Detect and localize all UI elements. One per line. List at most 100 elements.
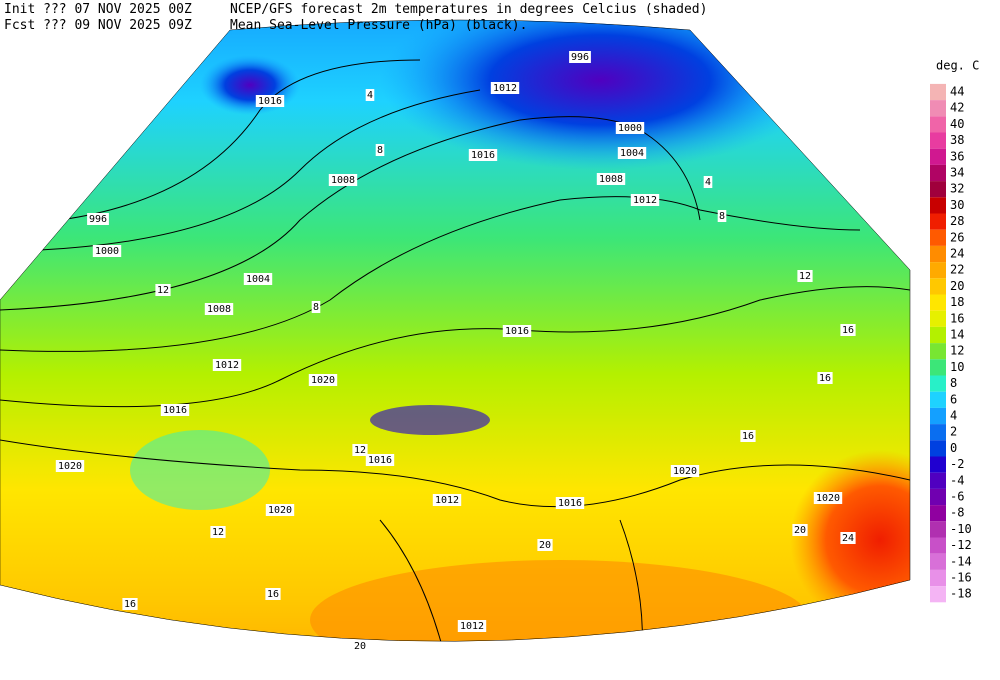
isobar-label-box — [432, 494, 462, 506]
legend-label: 28 — [950, 214, 964, 228]
temperature-label: 12 — [212, 527, 224, 538]
legend-label: 38 — [950, 133, 964, 147]
isobar-label-box — [55, 460, 85, 472]
legend-swatch — [930, 488, 946, 506]
temperature-label: 16 — [742, 431, 754, 442]
legend-swatch — [930, 456, 946, 473]
legend-swatch — [930, 262, 946, 279]
isobar-label-box — [328, 174, 358, 186]
legend-swatch — [930, 326, 946, 344]
legend-swatch — [930, 132, 946, 149]
legend-swatch — [930, 164, 946, 182]
legend-label: 12 — [950, 344, 964, 358]
temperature-label-box — [717, 210, 727, 222]
isobar-label: 1012 — [435, 495, 459, 506]
temperature-label-box — [740, 430, 756, 442]
isobar-label-box — [308, 374, 338, 386]
temperature-label-box — [311, 301, 321, 313]
legend-label: 18 — [950, 295, 964, 309]
isobar-label-box — [204, 303, 234, 315]
temperature-label-box — [352, 640, 368, 652]
legend-swatch — [930, 375, 946, 392]
temperature-label-box — [840, 324, 856, 336]
isobar-label-box — [617, 147, 647, 159]
legend-label: 6 — [950, 392, 957, 406]
legend-label: 32 — [950, 182, 964, 196]
isobar-label-box — [212, 359, 242, 371]
temperature-label-box — [122, 598, 138, 610]
temperature-label-box — [817, 372, 833, 384]
isobar-label: 1012 — [493, 83, 517, 94]
temperature-label-box — [365, 89, 375, 101]
isobar-label: 1016 — [558, 498, 582, 509]
isobar-label: 1012 — [460, 621, 484, 632]
legend-swatch — [930, 537, 946, 554]
isobar-label: 1000 — [618, 123, 642, 134]
isobar-label: 1000 — [95, 246, 119, 257]
legend-swatch — [930, 505, 946, 522]
legend-swatch — [930, 424, 946, 441]
legend-label: -10 — [950, 522, 972, 536]
title-line2: Mean Sea-Level Pressure (hPa) (black). — [230, 18, 527, 33]
legend-swatch — [930, 100, 946, 117]
isobar-label: 1020 — [816, 493, 840, 504]
legend-label: -16 — [950, 571, 972, 585]
isobar-label-box — [160, 404, 190, 416]
temperature-label-box — [352, 444, 368, 456]
temperature-label: 12 — [157, 285, 169, 296]
legend-swatch — [930, 278, 946, 295]
legend-swatch — [930, 407, 946, 425]
legend-swatch — [930, 294, 946, 311]
isobar-label: 1008 — [207, 304, 231, 315]
legend-swatch — [930, 310, 946, 327]
legend-swatch — [930, 359, 946, 376]
legend-swatch — [930, 343, 946, 360]
legend-label: 42 — [950, 101, 964, 115]
legend-swatch — [930, 569, 946, 587]
isobar-label: 1020 — [268, 505, 292, 516]
temperature-label: 4 — [705, 177, 711, 188]
isobar-label-box — [569, 51, 591, 63]
temperature-label: 20 — [794, 525, 806, 536]
isobar-label: 996 — [571, 52, 589, 63]
isobar-label-box — [243, 273, 273, 285]
legend-label: 30 — [950, 198, 964, 212]
legend-label: 34 — [950, 166, 964, 180]
isobar-label: 1016 — [368, 455, 392, 466]
temperature-label: 16 — [819, 373, 831, 384]
legend-label: 4 — [950, 409, 957, 423]
isobar-label-box — [457, 620, 487, 632]
isobar-label-box — [87, 213, 109, 225]
isobar-label-box — [490, 82, 520, 94]
legend-swatch — [930, 213, 946, 230]
legend-label: 36 — [950, 149, 964, 163]
isobar-label-box — [596, 173, 626, 185]
isobar-label: 1020 — [311, 375, 335, 386]
isobar-label: 1004 — [246, 274, 270, 285]
isobar-label: 1016 — [471, 150, 495, 161]
temperature-label: 20 — [354, 641, 366, 652]
isobar-label: 1016 — [258, 96, 282, 107]
legend-swatch — [930, 197, 946, 214]
legend-swatch — [930, 229, 946, 246]
isobar-label: 1020 — [673, 466, 697, 477]
forecast-time: Fcst ??? 09 NOV 2025 09Z — [4, 18, 192, 33]
isobar-label-box — [365, 454, 395, 466]
legend-label: 24 — [950, 247, 964, 261]
isobar-label: 1012 — [215, 360, 239, 371]
isobar-label-box — [502, 325, 532, 337]
temperature-label-box — [155, 284, 171, 296]
isobar-label-box — [670, 465, 700, 477]
legend-label: 16 — [950, 311, 964, 325]
legend-label: -8 — [950, 506, 964, 520]
legend-label: 20 — [950, 279, 964, 293]
isobar-label: 996 — [89, 214, 107, 225]
legend-swatch — [930, 83, 946, 101]
temperature-label: 16 — [267, 589, 279, 600]
isobar-label: 1008 — [331, 175, 355, 186]
legend-label: -2 — [950, 457, 964, 471]
temperature-label-box — [703, 176, 713, 188]
